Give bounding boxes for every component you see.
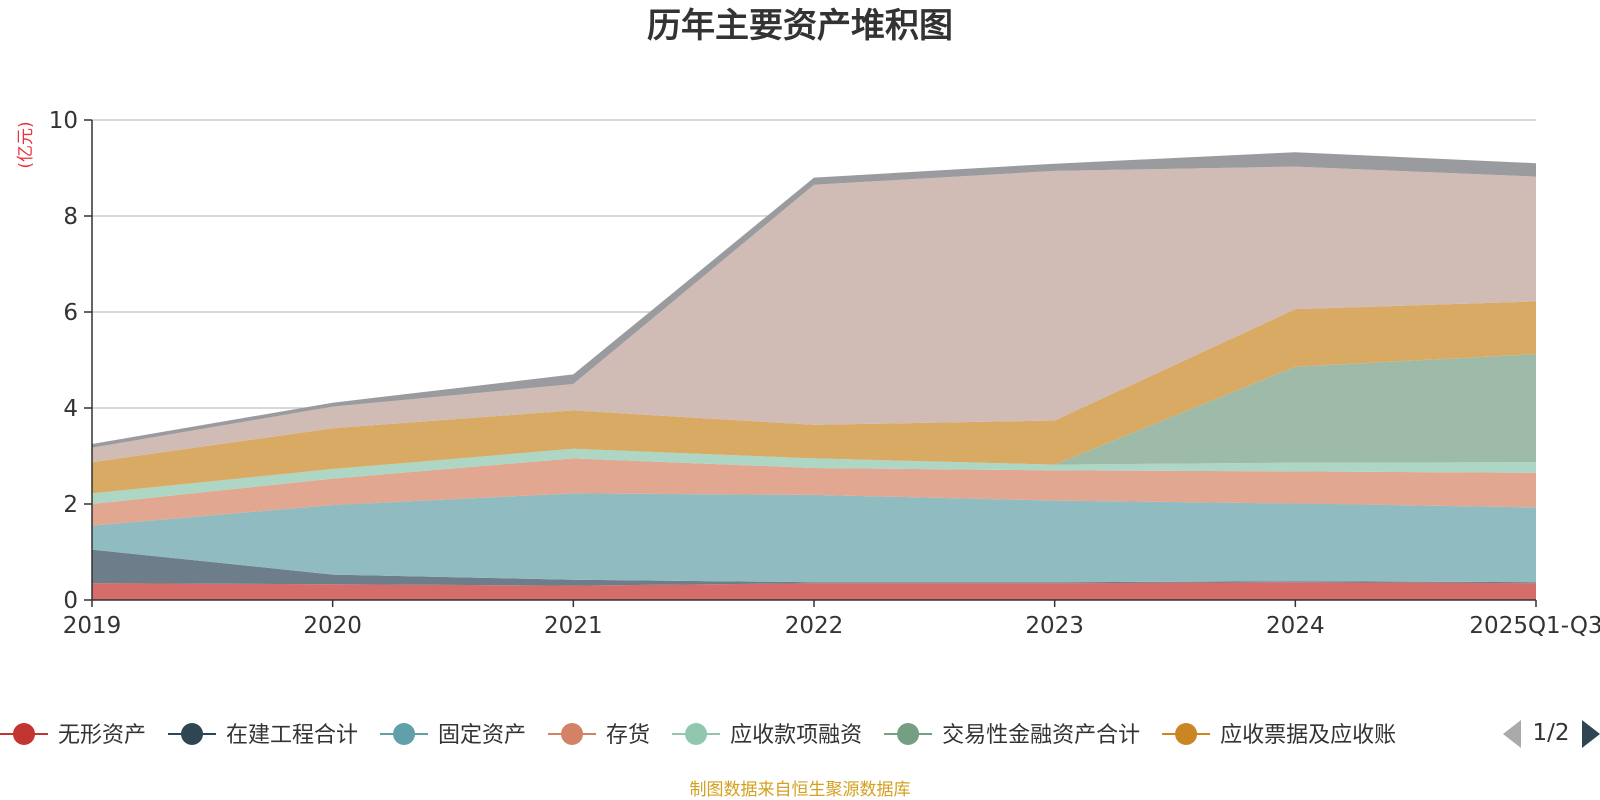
x-axis-ticks: 2019 2020 2021 2022 2023 2024 2025Q1-Q3 bbox=[63, 600, 1600, 639]
pager-prev-icon[interactable] bbox=[1503, 720, 1521, 748]
legend-marker-icon bbox=[181, 723, 204, 745]
x-tick-label: 2025Q1-Q3 bbox=[1469, 613, 1600, 639]
legend-marker-icon bbox=[897, 723, 920, 745]
legend-label: 应收款项融资 bbox=[730, 723, 862, 748]
legend-marker-icon bbox=[393, 723, 416, 745]
y-tick-label: 8 bbox=[63, 204, 78, 230]
legend-marker-icon bbox=[685, 723, 708, 745]
y-tick-label: 4 bbox=[63, 396, 78, 422]
y-axis-ticks: 0 2 4 6 8 10 bbox=[49, 108, 92, 614]
y-axis-unit: (亿元) bbox=[16, 121, 36, 168]
x-tick-label: 2024 bbox=[1266, 613, 1325, 639]
legend-item[interactable]: 应收款项融资 bbox=[672, 723, 862, 748]
pager-next-icon[interactable] bbox=[1582, 720, 1600, 748]
legend-marker-icon bbox=[561, 723, 584, 745]
area-应收款项融资 bbox=[92, 448, 1536, 504]
area-无形资产 bbox=[92, 582, 1536, 600]
legend: 无形资产 在建工程合计 固定资产 存货 应收款项融资 交易性金融资产合计 应收票据及应收账 bbox=[0, 723, 1396, 748]
legend-label: 在建工程合计 bbox=[226, 723, 358, 748]
legend-item[interactable]: 在建工程合计 bbox=[168, 723, 358, 748]
legend-pager: 1/2 bbox=[1503, 720, 1600, 748]
area-货币资金 bbox=[92, 166, 1536, 463]
area-交易性金融资产合计 bbox=[92, 354, 1536, 494]
y-tick-label: 10 bbox=[49, 108, 78, 134]
legend-item[interactable]: 应收票据及应收账 bbox=[1162, 723, 1396, 748]
legend-marker-icon bbox=[1175, 723, 1198, 745]
legend-item[interactable]: 无形资产 bbox=[0, 723, 146, 748]
legend-item[interactable]: 存货 bbox=[548, 723, 650, 748]
area-在建工程合计 bbox=[92, 549, 1536, 586]
x-tick-label: 2022 bbox=[785, 613, 844, 639]
area-存货 bbox=[92, 458, 1536, 526]
legend-page-indicator: 1/2 bbox=[1532, 720, 1569, 746]
legend-label: 应收票据及应收账 bbox=[1220, 723, 1396, 748]
legend-label: 无形资产 bbox=[58, 723, 146, 748]
x-tick-label: 2019 bbox=[63, 613, 122, 639]
area-series bbox=[92, 152, 1536, 600]
x-tick-label: 2021 bbox=[544, 613, 603, 639]
y-tick-label: 6 bbox=[63, 300, 78, 326]
legend-marker-icon bbox=[13, 723, 35, 745]
area-固定资产 bbox=[92, 493, 1536, 583]
x-tick-label: 2023 bbox=[1025, 613, 1084, 639]
y-tick-label: 0 bbox=[63, 588, 78, 614]
legend-label: 交易性金融资产合计 bbox=[942, 723, 1140, 748]
legend-item[interactable]: 交易性金融资产合计 bbox=[884, 723, 1140, 748]
chart-title: 历年主要资产堆积图 bbox=[647, 6, 953, 46]
data-source-note: 制图数据来自恒生聚源数据库 bbox=[690, 780, 911, 800]
x-tick-label: 2020 bbox=[303, 613, 362, 639]
legend-label: 固定资产 bbox=[438, 723, 526, 748]
legend-item[interactable]: 固定资产 bbox=[380, 723, 526, 748]
area-应收票据及应收账 bbox=[92, 301, 1536, 494]
legend-label: 存货 bbox=[606, 723, 650, 748]
y-tick-label: 2 bbox=[63, 492, 78, 518]
